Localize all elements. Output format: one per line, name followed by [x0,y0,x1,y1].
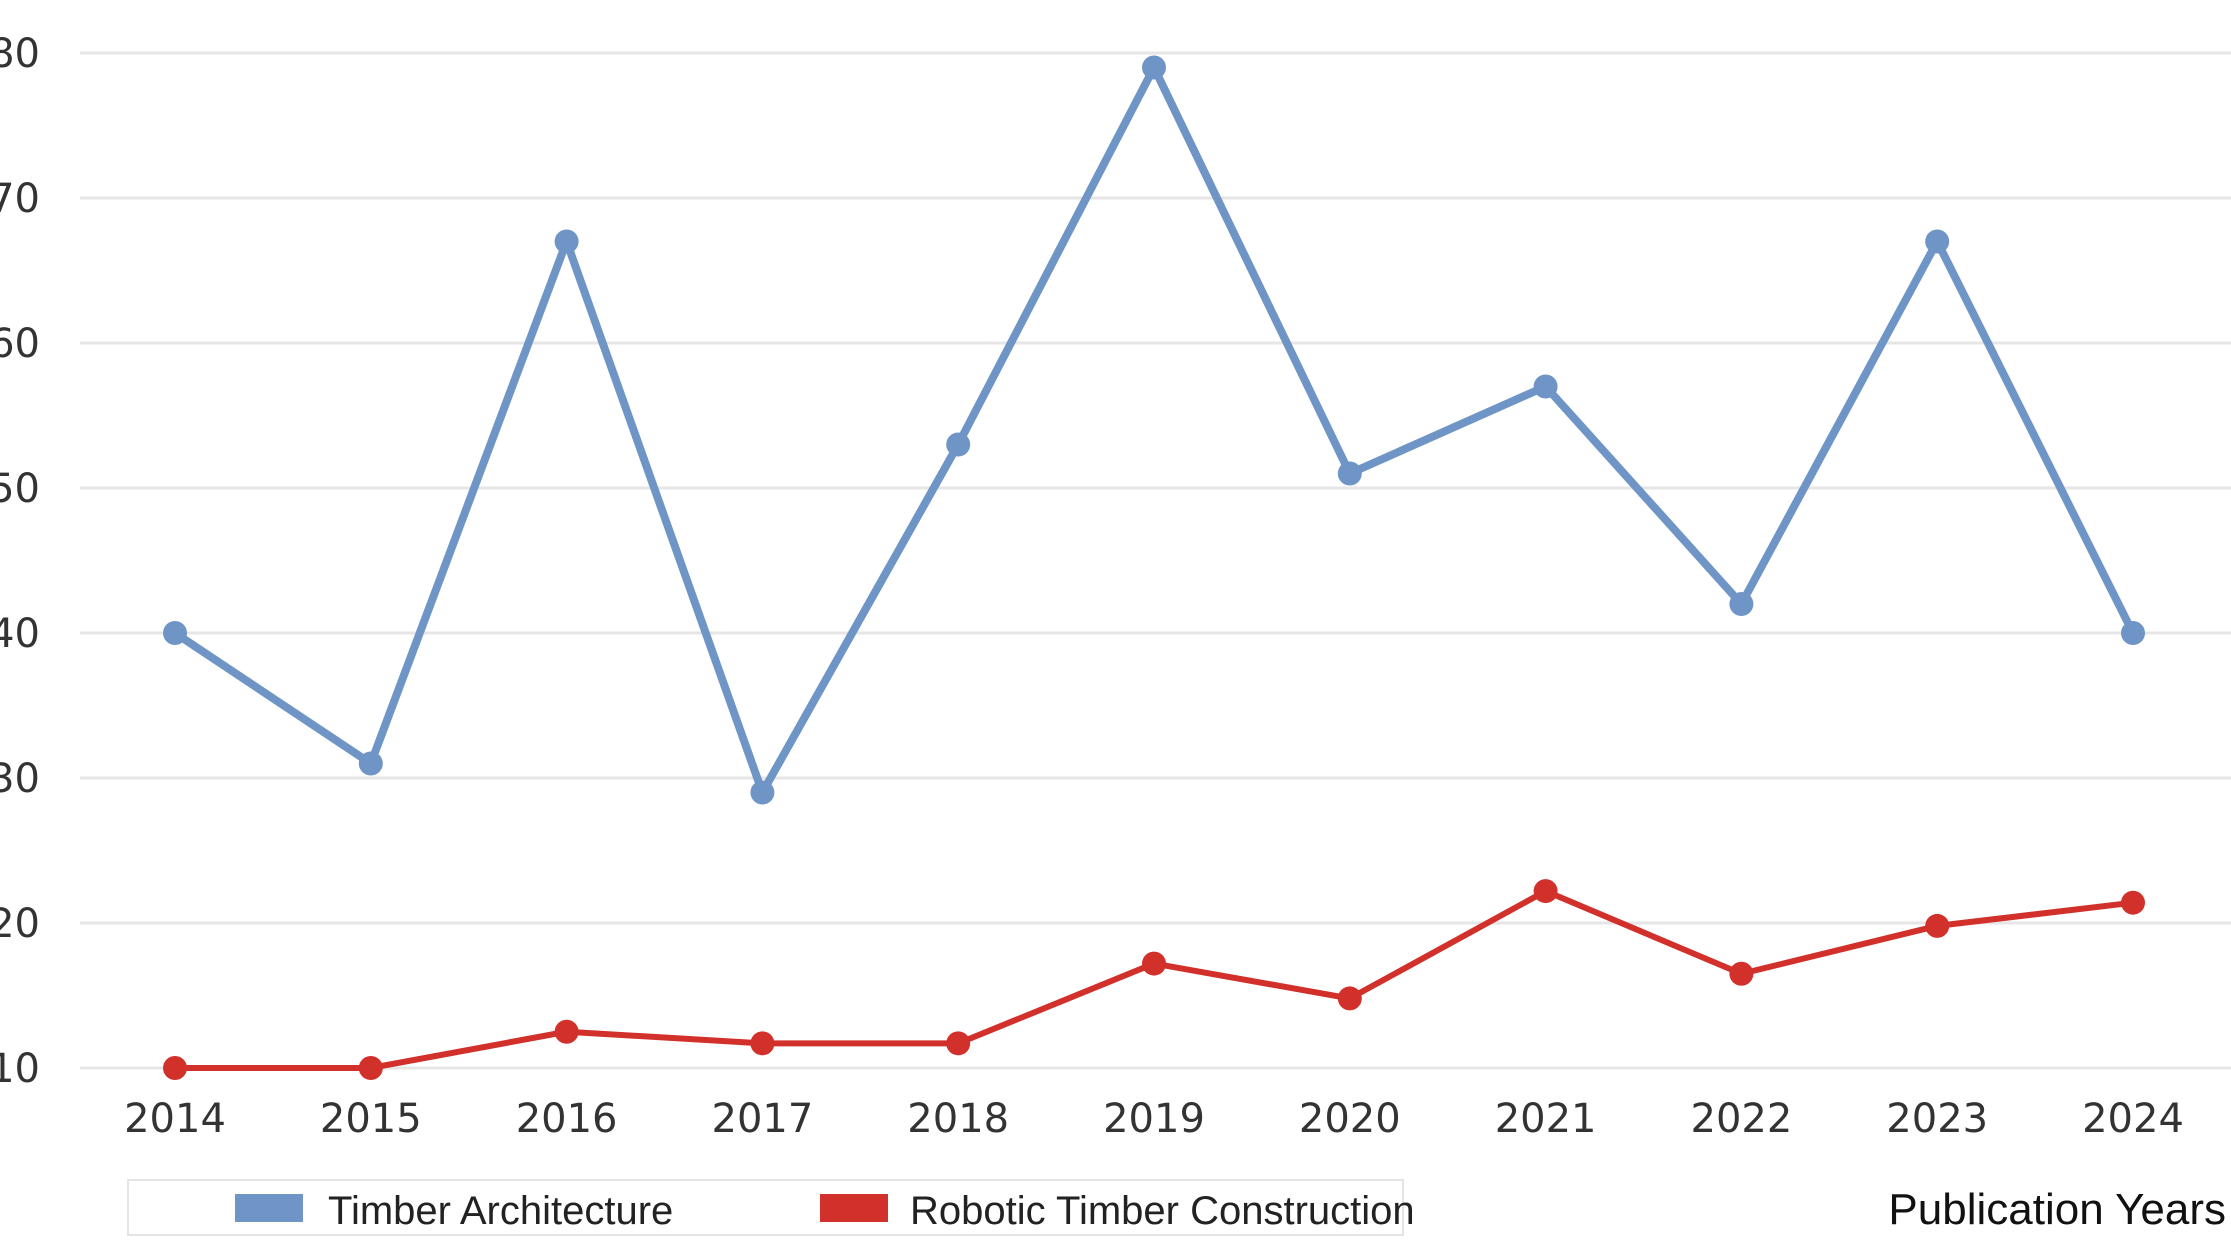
x-tick-label-2020: 2020 [1299,1096,1401,1142]
legend-swatch-robotic-timber-construction [820,1194,888,1222]
y-tick-label-80: 80 [0,31,40,77]
legend-item-timber-architecture: Timber Architecture [235,1189,673,1233]
data-point-robotic-timber-construction-2017 [750,1031,775,1056]
legend-item-robotic-timber-construction: Robotic Timber Construction [820,1189,1415,1233]
x-tick-label-2016: 2016 [516,1096,618,1142]
series-line-timber-architecture [171,63,2137,797]
data-point-robotic-timber-construction-2014 [163,1056,187,1080]
x-tick-label-2021: 2021 [1495,1096,1597,1142]
data-point-timber-architecture-2017 [750,780,775,805]
data-point-robotic-timber-construction-2024 [2121,890,2145,915]
y-tick-label-40: 40 [0,611,40,657]
data-point-timber-architecture-2023 [1925,229,1950,254]
y-tick-label-70: 70 [0,176,40,222]
y-tick-label-10: 10 [0,1046,40,1092]
series-robotic-timber-construction [163,879,2145,1080]
x-tick-label-2023: 2023 [1886,1096,1988,1142]
data-point-timber-architecture-2018 [946,432,971,457]
x-tick-label-2017: 2017 [712,1096,814,1142]
x-tick-label-2015: 2015 [320,1096,422,1142]
data-point-robotic-timber-construction-2018 [946,1031,971,1056]
x-axis-label: Publication Years [1888,1185,2226,1234]
legend-label-robotic-timber-construction: Robotic Timber Construction [910,1189,1415,1233]
data-point-robotic-timber-construction-2022 [1729,961,1754,986]
y-tick-label-30: 30 [0,756,40,802]
x-tick-label-2019: 2019 [1103,1096,1205,1142]
data-point-robotic-timber-construction-2016 [554,1019,579,1044]
data-point-timber-architecture-2019 [1142,55,1166,80]
legend-box [127,1179,1404,1236]
data-point-timber-architecture-2020 [1337,461,1362,486]
series-layer [163,55,2145,1080]
x-tick-label-2014: 2014 [124,1096,226,1142]
data-point-robotic-timber-construction-2021 [1533,879,1558,904]
data-point-robotic-timber-construction-2023 [1925,913,1950,938]
data-point-timber-architecture-2014 [163,621,187,645]
y-tick-label-60: 60 [0,321,40,367]
x-tick-label-2022: 2022 [1691,1096,1793,1142]
series-timber-architecture [163,55,2145,805]
data-point-timber-architecture-2024 [2121,621,2145,645]
y-tick-label-20: 20 [0,901,40,947]
data-point-timber-architecture-2015 [358,751,383,776]
data-point-robotic-timber-construction-2015 [358,1056,383,1080]
legend-swatch-timber-architecture [235,1194,303,1222]
data-point-robotic-timber-construction-2020 [1337,986,1362,1011]
series-line-robotic-timber-construction [172,888,2136,1071]
y-tick-label-50: 50 [0,466,40,512]
data-point-timber-architecture-2022 [1729,592,1754,616]
y-axis-tick-labels: 10 20 30 40 50 60 70 80 [0,31,40,1092]
data-point-timber-architecture-2021 [1533,374,1558,399]
x-tick-label-2024: 2024 [2082,1096,2184,1142]
gridlines [80,51,2231,1070]
data-point-robotic-timber-construction-2019 [1142,951,1166,976]
x-axis-tick-labels: 2014 2015 2016 2017 2018 2019 2020 2021 2022 2023… [124,1096,2184,1142]
data-point-timber-architecture-2016 [554,229,579,254]
x-tick-label-2018: 2018 [907,1096,1009,1142]
legend-label-timber-architecture: Timber Architecture [328,1189,673,1233]
